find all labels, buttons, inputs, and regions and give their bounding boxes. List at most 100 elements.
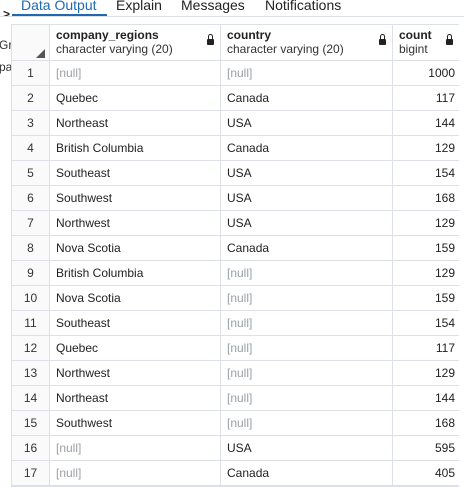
row-number[interactable]: 10 xyxy=(12,286,50,310)
cell-country[interactable]: Canada xyxy=(221,236,393,260)
table-row[interactable]: 12 Quebec [null] 117 xyxy=(12,336,459,361)
cell-company-regions[interactable]: [null] xyxy=(50,436,221,460)
tab-data-output[interactable]: Data Output xyxy=(21,0,97,13)
table-row[interactable]: 2 Quebec Canada 117 xyxy=(12,86,459,111)
tab-messages[interactable]: Messages xyxy=(181,0,245,13)
cell-country[interactable]: Canada xyxy=(221,86,393,110)
cell-company-regions[interactable]: Southeast xyxy=(50,161,221,185)
table-row[interactable]: 6 Southwest USA 168 xyxy=(12,186,459,211)
row-number[interactable]: 8 xyxy=(12,236,50,260)
row-number[interactable]: 1 xyxy=(12,61,50,85)
table-row[interactable]: 16 [null] USA 595 xyxy=(12,436,459,461)
row-number[interactable]: 17 xyxy=(12,461,50,485)
row-number[interactable]: 7 xyxy=(12,211,50,235)
tab-notifications[interactable]: Notifications xyxy=(265,0,342,13)
cell-country[interactable]: [null] xyxy=(221,286,393,310)
cell-company-regions[interactable]: Northwest xyxy=(50,361,221,385)
cell-country[interactable]: Canada xyxy=(221,461,393,485)
table-row[interactable]: 7 Northwest USA 129 xyxy=(12,211,459,236)
table-row[interactable]: 15 Southwest [null] 168 xyxy=(12,411,459,436)
cell-company-regions[interactable]: Northeast xyxy=(50,386,221,410)
row-number[interactable]: 4 xyxy=(12,136,50,160)
cell-country[interactable]: [null] xyxy=(221,311,393,335)
table-row[interactable]: 1 [null] [null] 1000 xyxy=(12,61,459,86)
chevron-right-icon[interactable]: > xyxy=(3,7,11,21)
cell-country[interactable]: [null] xyxy=(221,386,393,410)
cell-count[interactable]: 117 xyxy=(393,86,459,110)
column-name: count xyxy=(399,28,432,42)
cell-country[interactable]: USA xyxy=(221,186,393,210)
select-all-corner[interactable] xyxy=(12,25,50,60)
cell-count[interactable]: 129 xyxy=(393,361,459,385)
cell-company-regions[interactable]: Quebec xyxy=(50,336,221,360)
table-row[interactable]: 4 British Columbia Canada 129 xyxy=(12,136,459,161)
table-row[interactable]: 13 Northwest [null] 129 xyxy=(12,361,459,386)
cell-country[interactable]: USA xyxy=(221,211,393,235)
row-number[interactable]: 15 xyxy=(12,411,50,435)
cell-count[interactable]: 595 xyxy=(393,436,459,460)
table-row[interactable]: 8 Nova Scotia Canada 159 xyxy=(12,236,459,261)
cell-count[interactable]: 129 xyxy=(393,211,459,235)
cell-count[interactable]: 144 xyxy=(393,386,459,410)
cell-country[interactable]: Canada xyxy=(221,136,393,160)
cell-company-regions[interactable]: British Columbia xyxy=(50,136,221,160)
cell-count[interactable]: 1000 xyxy=(393,61,459,85)
cell-country[interactable]: USA xyxy=(221,161,393,185)
cell-country[interactable]: USA xyxy=(221,111,393,135)
cell-count[interactable]: 117 xyxy=(393,336,459,360)
cell-country[interactable]: USA xyxy=(221,436,393,460)
cell-company-regions[interactable]: Northeast xyxy=(50,111,221,135)
cell-country[interactable]: [null] xyxy=(221,261,393,285)
row-number[interactable]: 13 xyxy=(12,361,50,385)
column-type: character varying (20) xyxy=(56,42,173,56)
cell-country[interactable]: [null] xyxy=(221,411,393,435)
row-number[interactable]: 2 xyxy=(12,86,50,110)
cell-company-regions[interactable]: Northwest xyxy=(50,211,221,235)
cell-count[interactable]: 168 xyxy=(393,411,459,435)
cell-company-regions[interactable]: Southeast xyxy=(50,311,221,335)
lock-icon xyxy=(446,34,453,45)
cell-company-regions[interactable]: Nova Scotia xyxy=(50,286,221,310)
row-number[interactable]: 5 xyxy=(12,161,50,185)
row-number[interactable]: 14 xyxy=(12,386,50,410)
column-header-count[interactable]: count bigint xyxy=(393,25,459,60)
row-number[interactable]: 9 xyxy=(12,261,50,285)
column-type: character varying (20) xyxy=(227,42,344,56)
table-row[interactable]: 17 [null] Canada 405 xyxy=(12,461,459,486)
row-number[interactable]: 12 xyxy=(12,336,50,360)
tab-explain[interactable]: Explain xyxy=(116,0,162,13)
cell-country[interactable]: [null] xyxy=(221,336,393,360)
cell-count[interactable]: 144 xyxy=(393,111,459,135)
cell-company-regions[interactable]: [null] xyxy=(50,61,221,85)
table-row[interactable]: 14 Northeast [null] 144 xyxy=(12,386,459,411)
table-row[interactable]: 5 Southeast USA 154 xyxy=(12,161,459,186)
cell-company-regions[interactable]: Southwest xyxy=(50,186,221,210)
cell-count[interactable]: 154 xyxy=(393,311,459,335)
cell-count[interactable]: 405 xyxy=(393,461,459,485)
column-type: bigint xyxy=(399,42,428,56)
cell-company-regions[interactable]: Quebec xyxy=(50,86,221,110)
column-header-country[interactable]: country character varying (20) xyxy=(221,25,393,60)
table-row[interactable]: 3 Northeast USA 144 xyxy=(12,111,459,136)
row-number[interactable]: 16 xyxy=(12,436,50,460)
cell-country[interactable]: [null] xyxy=(221,361,393,385)
cell-count[interactable]: 159 xyxy=(393,286,459,310)
cell-count[interactable]: 159 xyxy=(393,236,459,260)
cell-count[interactable]: 129 xyxy=(393,261,459,285)
table-row[interactable]: 9 British Columbia [null] 129 xyxy=(12,261,459,286)
cell-count[interactable]: 129 xyxy=(393,136,459,160)
cell-country[interactable]: [null] xyxy=(221,61,393,85)
cell-count[interactable]: 154 xyxy=(393,161,459,185)
cell-company-regions[interactable]: Southwest xyxy=(50,411,221,435)
row-number[interactable]: 11 xyxy=(12,311,50,335)
active-tab-indicator xyxy=(12,14,107,17)
cell-company-regions[interactable]: Nova Scotia xyxy=(50,236,221,260)
column-header-company-regions[interactable]: company_regions character varying (20) xyxy=(50,25,221,60)
table-row[interactable]: 11 Southeast [null] 154 xyxy=(12,311,459,336)
row-number[interactable]: 3 xyxy=(12,111,50,135)
cell-count[interactable]: 168 xyxy=(393,186,459,210)
row-number[interactable]: 6 xyxy=(12,186,50,210)
cell-company-regions[interactable]: [null] xyxy=(50,461,221,485)
table-row[interactable]: 10 Nova Scotia [null] 159 xyxy=(12,286,459,311)
cell-company-regions[interactable]: British Columbia xyxy=(50,261,221,285)
